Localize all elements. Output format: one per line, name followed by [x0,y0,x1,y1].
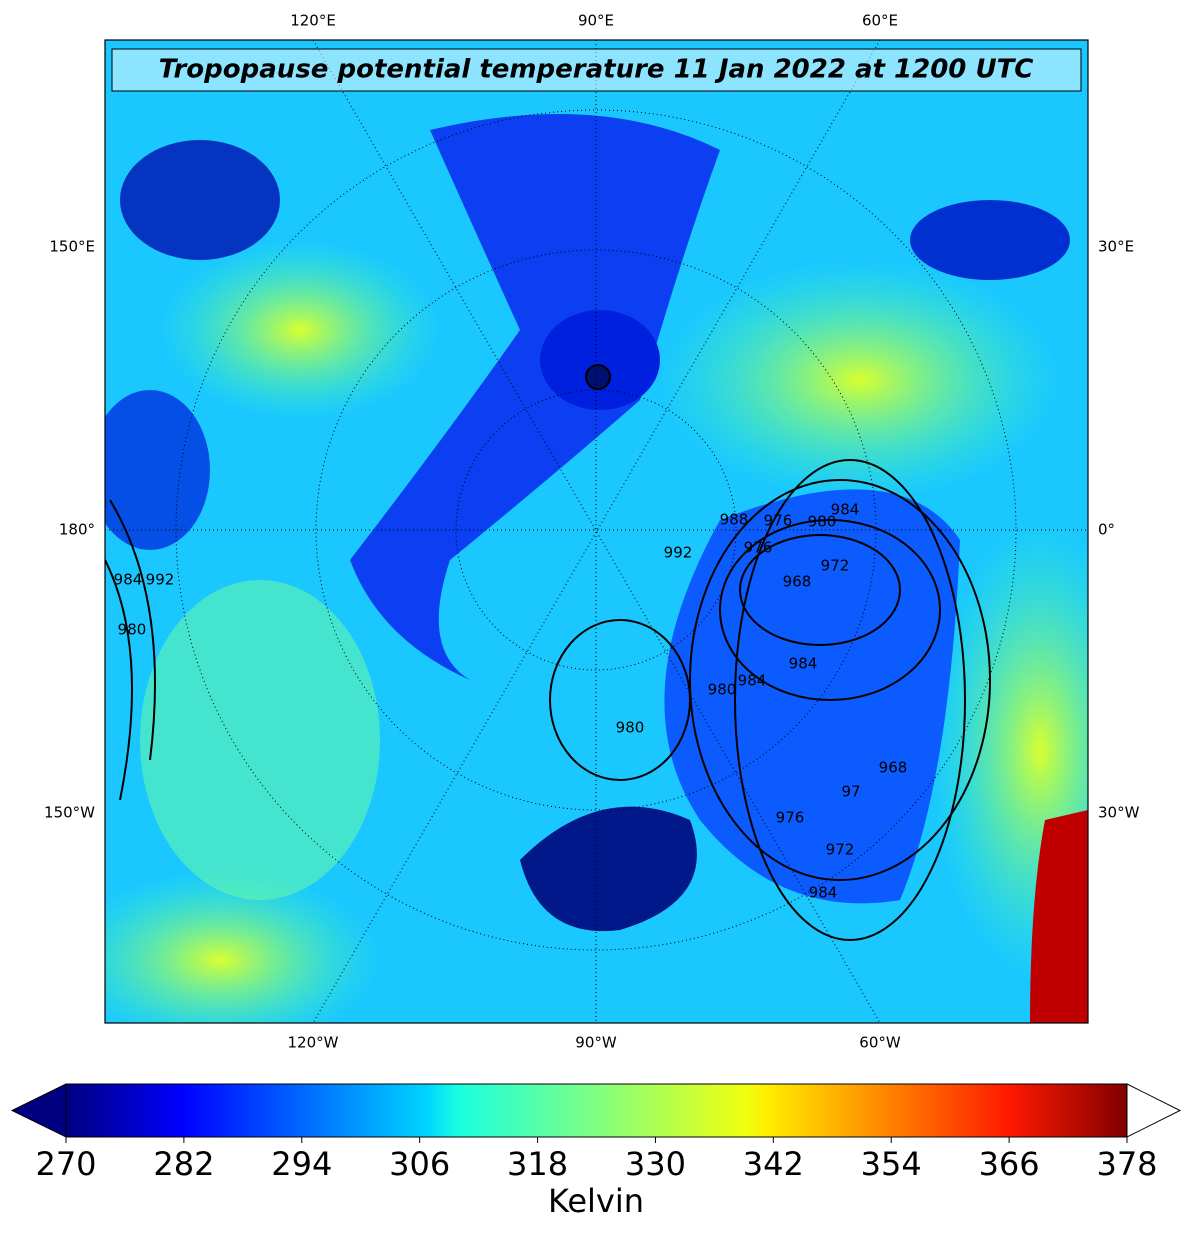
pressure-label: 976 [764,512,793,530]
lon-label: 0° [1098,521,1115,539]
map-title: Tropopause potential temperature 11 Jan … [159,55,1034,85]
lon-label: 60°E [862,12,898,30]
lon-label: 180° [59,521,95,539]
colorbar-tick-label: 354 [861,1145,922,1183]
lon-label: 30°E [1098,238,1134,256]
pressure-label: 980 [708,681,737,699]
pressure-label: 988 [720,511,749,529]
pressure-label: 980 [808,513,837,531]
colorbar-label: Kelvin [548,1182,644,1220]
colorbar-tick-label: 342 [743,1145,804,1183]
pressure-label: 984 [831,501,860,519]
colorbar [66,1084,1127,1137]
pressure-label: 976 [776,809,805,827]
pressure-label: 97 [841,783,860,801]
pressure-label: 984 [738,672,767,690]
pressure-label: 976 [744,539,773,557]
pressure-label: 980 [118,621,147,639]
colorbar-tick-label: 282 [153,1145,214,1183]
pressure-label: 980 [616,719,645,737]
colorbar-tick-label: 306 [389,1145,450,1183]
pressure-label: 972 [826,841,855,859]
colorbar-tick-label: 270 [35,1145,96,1183]
pressure-label: 992 [664,544,693,562]
pressure-label: 984 [114,571,143,589]
lon-label: 120°W [288,1034,339,1052]
map-field [105,40,1088,1023]
lon-label: 150°W [44,804,95,822]
lon-label: 90°E [578,12,614,30]
lon-label: 150°E [49,238,95,256]
colorbar-tick-label: 318 [507,1145,568,1183]
colorbar-tick-label: 294 [271,1145,332,1183]
colorbar-extend-low [10,1083,67,1138]
colorbar-extend-high [1126,1083,1182,1138]
pressure-label: 968 [879,759,908,777]
pressure-label: 972 [821,557,850,575]
title-box [111,48,1082,92]
lon-label: 60°W [859,1034,901,1052]
colorbar-tick-label: 330 [625,1145,686,1183]
pressure-label: 984 [809,884,838,902]
lon-label: 30°W [1098,804,1140,822]
colorbar-tick-label: 366 [979,1145,1040,1183]
lon-label: 120°E [290,12,336,30]
colorbar-tick-label: 378 [1096,1145,1157,1183]
map-frame [104,39,1089,1024]
pressure-label: 968 [783,573,812,591]
colorbar-frame [65,1083,1128,1138]
pressure-label: 984 [789,655,818,673]
pressure-label: 992 [146,571,175,589]
lon-label: 90°W [575,1034,617,1052]
